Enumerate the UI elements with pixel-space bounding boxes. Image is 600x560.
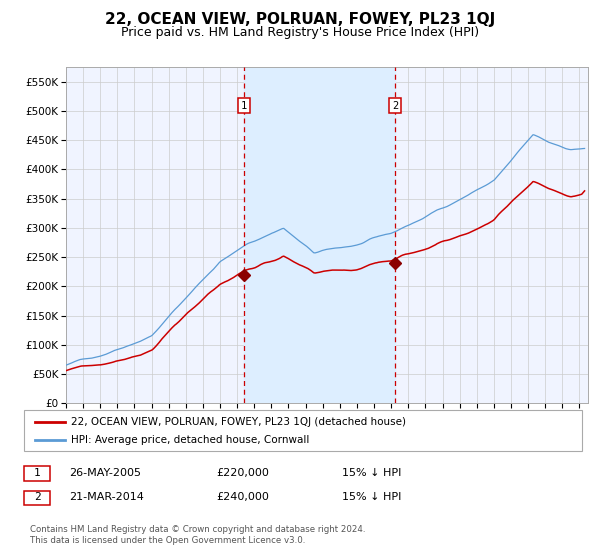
Text: 26-MAY-2005: 26-MAY-2005 <box>69 468 141 478</box>
Text: 22, OCEAN VIEW, POLRUAN, FOWEY, PL23 1QJ (detached house): 22, OCEAN VIEW, POLRUAN, FOWEY, PL23 1QJ… <box>71 417 406 427</box>
Text: 22, OCEAN VIEW, POLRUAN, FOWEY, PL23 1QJ: 22, OCEAN VIEW, POLRUAN, FOWEY, PL23 1QJ <box>105 12 495 27</box>
Text: 1: 1 <box>34 468 41 478</box>
Text: Contains HM Land Registry data © Crown copyright and database right 2024.
This d: Contains HM Land Registry data © Crown c… <box>30 525 365 545</box>
Text: 2: 2 <box>392 101 398 111</box>
Text: £240,000: £240,000 <box>216 492 269 502</box>
Text: Price paid vs. HM Land Registry's House Price Index (HPI): Price paid vs. HM Land Registry's House … <box>121 26 479 39</box>
Text: 2: 2 <box>34 492 41 502</box>
Text: 1: 1 <box>241 101 247 111</box>
Text: HPI: Average price, detached house, Cornwall: HPI: Average price, detached house, Corn… <box>71 435 309 445</box>
Text: 21-MAR-2014: 21-MAR-2014 <box>69 492 144 502</box>
Bar <box>244 67 395 403</box>
Text: £220,000: £220,000 <box>216 468 269 478</box>
Text: 15% ↓ HPI: 15% ↓ HPI <box>342 492 401 502</box>
Text: 15% ↓ HPI: 15% ↓ HPI <box>342 468 401 478</box>
